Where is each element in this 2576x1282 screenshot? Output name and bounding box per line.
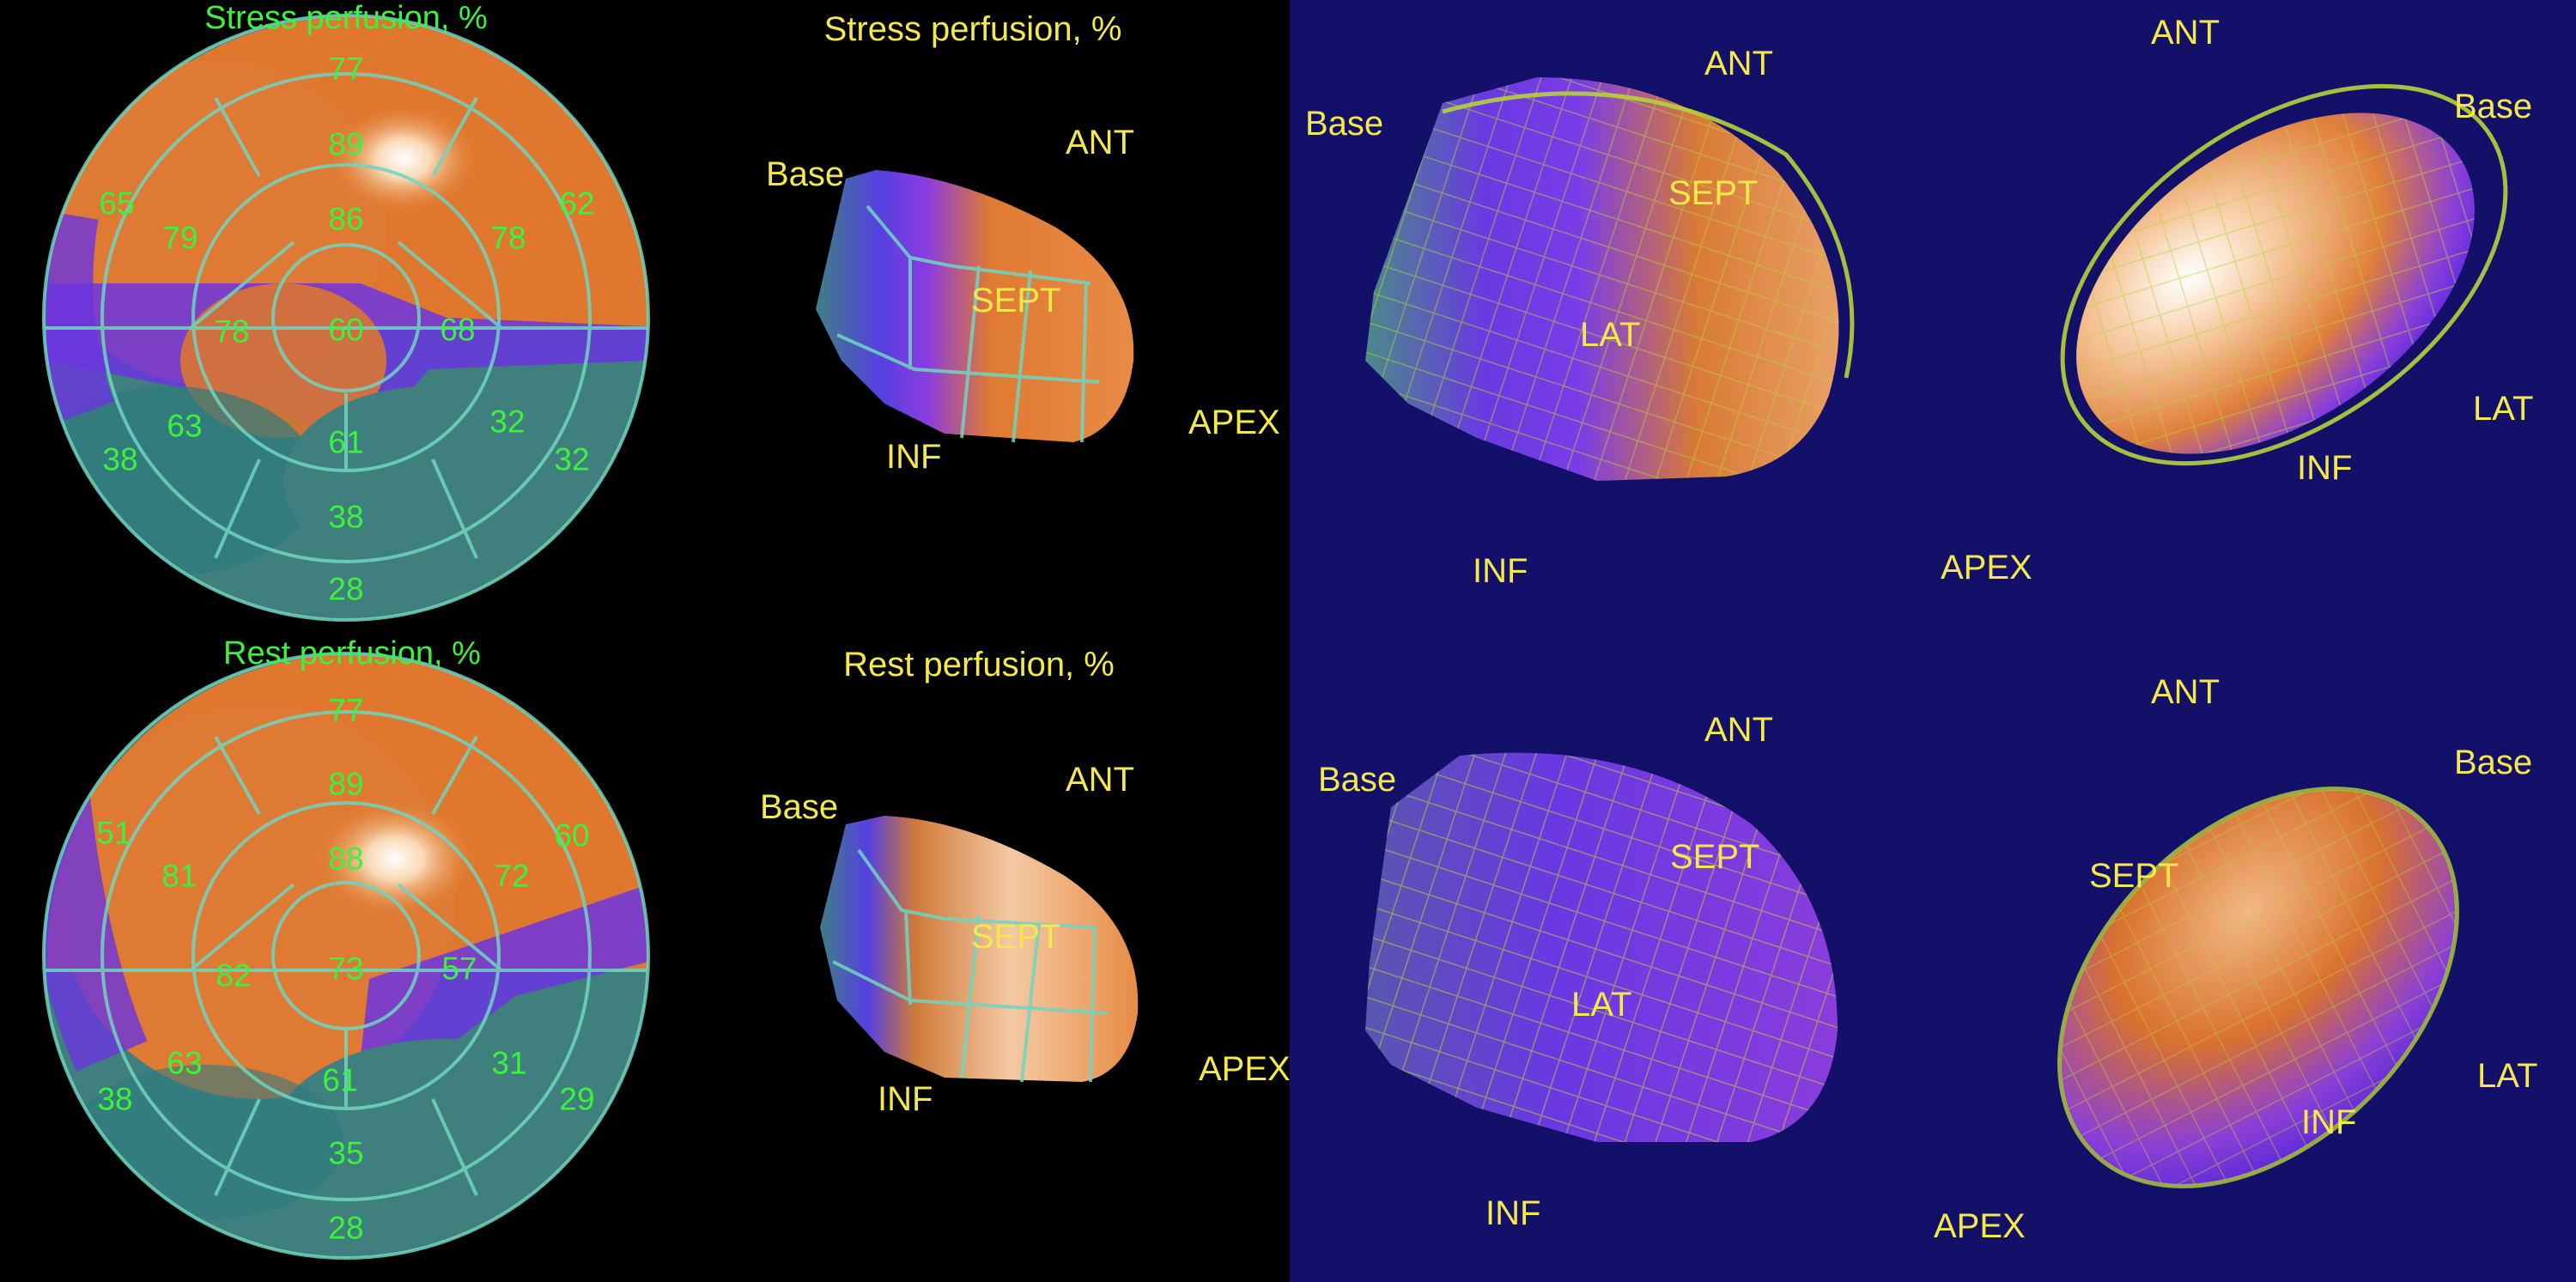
stress-segment-6: 78 (490, 220, 526, 256)
br3d-base-label: Base (2454, 744, 2533, 781)
rest-segment-3: 88 (328, 841, 364, 877)
top-left-3d-heart (1365, 77, 1855, 481)
tl3d-base-label: Base (1305, 105, 1384, 143)
stress-small-sept-label: SEPT (971, 282, 1061, 319)
br3d-lat-label: LAT (2477, 1057, 2538, 1095)
stress-segment-8: 78 (214, 313, 250, 349)
tl3d-lat-label: LAT (1580, 316, 1641, 354)
tl3d-ant-label: ANT (1704, 45, 1773, 82)
rest-segment-1: 77 (328, 692, 364, 728)
bl3d-lat-label: LAT (1571, 986, 1632, 1024)
stress-segment-15: 32 (554, 441, 590, 477)
stress-polar-map (42, 14, 650, 622)
rest-segment-7: 60 (554, 817, 590, 854)
stress-small-title: Stress perfusion, % (823, 10, 1122, 48)
rest-small-inf-label: INF (878, 1080, 933, 1118)
br3d-sept-label: SEPT (2089, 857, 2179, 895)
tl3d-sept-label: SEPT (1668, 174, 1759, 212)
rest-segment-12: 61 (322, 1062, 358, 1098)
bottom-right-3d-heart (2057, 787, 2459, 1188)
tl3d-inf-label: INF (1473, 552, 1528, 590)
bottom-left-3d-heart (1365, 752, 1838, 1142)
rest-segment-14: 38 (97, 1081, 133, 1117)
br3d-ant-label: ANT (2151, 673, 2220, 711)
bl3d-inf-label: INF (1485, 1194, 1541, 1232)
stress-small-inf-label: INF (886, 438, 942, 476)
stress-segment-10: 68 (440, 312, 476, 348)
rest-segment-13: 31 (491, 1045, 527, 1081)
rest-polar-map (42, 652, 650, 1260)
rest-small-base-label: Base (760, 788, 839, 826)
rest-segment-5: 81 (161, 858, 197, 894)
rest-segment-15: 29 (559, 1081, 595, 1117)
br3d-apex-label: APEX (1934, 1207, 2026, 1245)
rest-small-apex-label: APEX (1199, 1050, 1291, 1088)
stress-segment-5: 79 (162, 220, 198, 256)
stress-segment-16: 38 (328, 499, 364, 535)
stress-segment-4: 65 (99, 185, 135, 222)
rest-segment-6: 72 (494, 858, 530, 894)
tr3d-lat-label: LAT (2473, 390, 2534, 428)
tr3d-base-label: Base (2454, 88, 2533, 125)
br3d-inf-label: INF (2301, 1103, 2357, 1141)
stress-segment-11: 63 (167, 408, 203, 444)
rest-segment-11: 63 (167, 1045, 203, 1081)
stress-segment-1: 77 (328, 51, 364, 87)
tr3d-ant-label: ANT (2151, 14, 2220, 52)
bl3d-ant-label: ANT (1704, 711, 1773, 749)
top-right-3d-heart (2060, 83, 2508, 466)
rest-small-ant-label: ANT (1066, 761, 1134, 799)
stress-small-base-label: Base (766, 155, 845, 193)
rest-segment-2: 89 (328, 766, 364, 802)
stress-segment-7: 62 (559, 185, 595, 222)
stress-segment-2: 89 (328, 126, 364, 162)
stress-segment-17: 28 (328, 571, 364, 607)
rest-segment-9: 73 (328, 951, 364, 987)
stress-segment-13: 32 (489, 404, 526, 440)
rest-segment-4: 51 (96, 815, 132, 851)
stress-segment-9: 60 (328, 312, 364, 348)
stress-small-apex-label: APEX (1188, 404, 1280, 441)
bl3d-sept-label: SEPT (1670, 838, 1760, 876)
stress-segment-14: 38 (102, 441, 138, 477)
rest-segment-17: 28 (328, 1210, 364, 1246)
stress-small-heart (816, 170, 1134, 443)
tr3d-inf-label: INF (2297, 449, 2353, 487)
rest-small-sept-label: SEPT (971, 918, 1061, 956)
stress-segment-3: 86 (328, 201, 364, 237)
rest-segment-8: 82 (216, 957, 252, 993)
rest-polar-title: Rest perfusion, % (223, 635, 481, 671)
stress-segment-12: 61 (328, 424, 364, 460)
bl3d-base-label: Base (1318, 761, 1397, 799)
stress-small-ant-label: ANT (1066, 124, 1134, 161)
rest-segment-16: 35 (328, 1135, 364, 1171)
rest-small-heart (820, 816, 1139, 1083)
rest-small-title: Rest perfusion, % (843, 646, 1115, 684)
rest-segment-10: 57 (441, 951, 477, 987)
tr3d-apex-label: APEX (1941, 549, 2032, 586)
stress-polar-title: Stress perfusion, % (204, 0, 488, 36)
